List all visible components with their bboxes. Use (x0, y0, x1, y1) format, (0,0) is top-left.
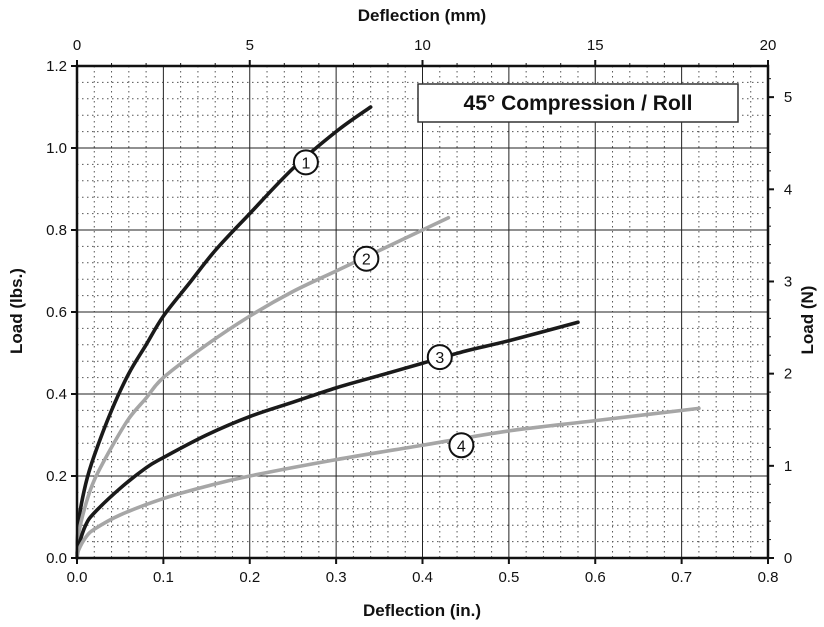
x-tick-label: 0.7 (671, 569, 692, 586)
x-axis-title: Deflection (in.) (363, 601, 481, 620)
top-x-tick-label: 15 (587, 37, 604, 54)
series-label-3: 3 (435, 350, 444, 367)
series-line-2 (75, 215, 451, 560)
series-label-2: 2 (362, 252, 371, 269)
y-tick-label: 0.8 (46, 222, 67, 239)
y-tick-label: 1.2 (46, 58, 67, 75)
x-tick-label: 0.3 (326, 569, 347, 586)
series-line-4 (75, 406, 701, 560)
y-axis-title: Load (lbs.) (7, 268, 26, 354)
right-y-tick-label: 2 (784, 366, 792, 383)
series-marker-2 (353, 245, 380, 272)
series-label-4: 4 (457, 438, 466, 455)
right-y-axis-title: Load (N) (798, 286, 817, 355)
x-tick-label: 0.1 (153, 569, 174, 586)
top-x-tick-label: 20 (760, 37, 777, 54)
chart-title-box: 45° Compression / Roll (417, 83, 739, 123)
right-y-tick-label: 5 (784, 89, 792, 106)
x-tick-label: 0.5 (498, 569, 519, 586)
chart-title: 45° Compression / Roll (464, 92, 693, 115)
right-y-tick-label: 0 (784, 550, 792, 567)
y-tick-label: 0.6 (46, 304, 67, 321)
right-y-tick-label: 4 (784, 181, 792, 198)
top-x-tick-label: 5 (246, 37, 254, 54)
y-tick-label: 0.2 (46, 468, 67, 485)
y-tick-label: 0.0 (46, 550, 67, 567)
x-tick-label: 0.2 (239, 569, 260, 586)
plot-frame (71, 60, 774, 564)
tick-labels: 0.0 0.1 0.2 0.3 0.4 0.5 0.6 0.7 0.8 0.0 0.2 0.4 0.6 0… (46, 37, 792, 586)
x-tick-label: 0.4 (412, 569, 433, 586)
y-tick-label: 1.0 (46, 140, 67, 157)
series-layer: 1 2 3 4 (75, 105, 701, 560)
x-tick-label: 0.6 (585, 569, 606, 586)
x-tick-label: 0.8 (758, 569, 779, 586)
top-x-tick-label: 10 (414, 37, 431, 54)
series-line-1 (75, 105, 373, 560)
y-tick-label: 0.4 (46, 386, 67, 403)
right-y-tick-label: 3 (784, 273, 792, 290)
series-marker-1 (292, 149, 319, 176)
top-x-axis-title: Deflection (mm) (358, 6, 486, 25)
top-x-tick-label: 0 (73, 37, 81, 54)
x-tick-label: 0.0 (67, 569, 88, 586)
series-marker-4 (448, 432, 475, 459)
right-y-tick-label: 1 (784, 458, 792, 475)
series-marker-3 (426, 344, 453, 371)
series-label-1: 1 (301, 155, 310, 172)
